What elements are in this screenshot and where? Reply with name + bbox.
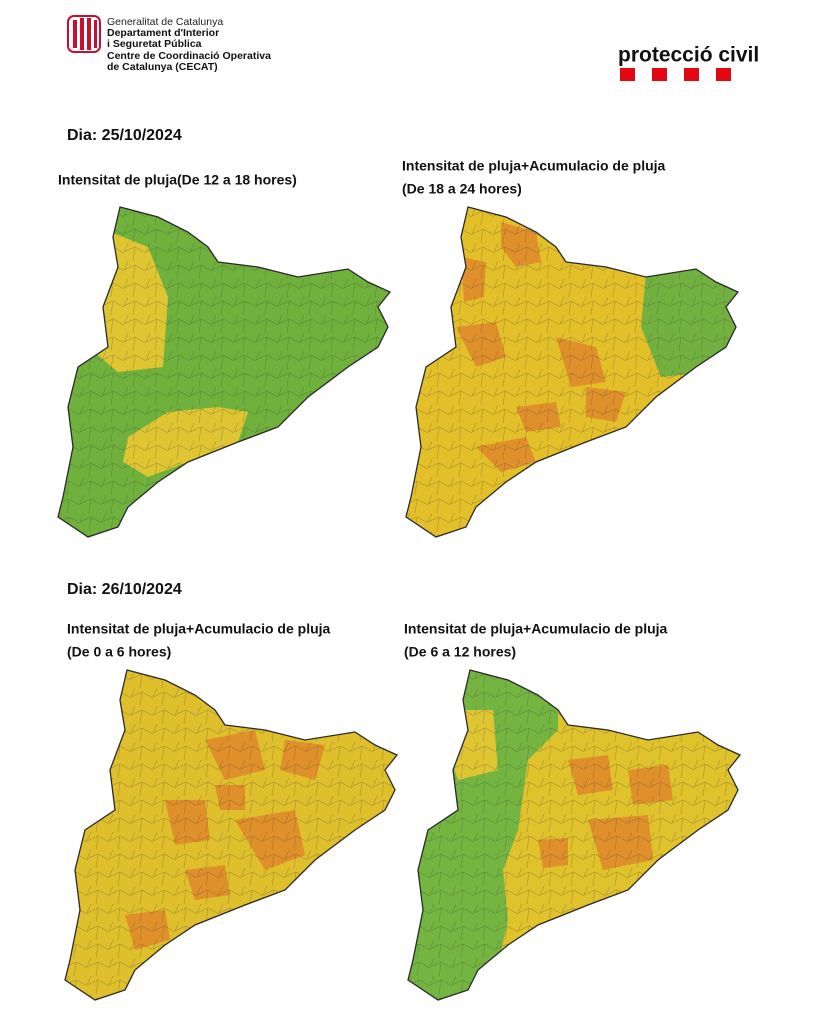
map-title: Intensitat de pluja(De 12 a 18 hores) (58, 172, 297, 188)
org-line: de Catalunya (CECAT) (107, 61, 218, 73)
org-line: Generalitat de Catalunya (107, 16, 223, 28)
brand: protecció civil (618, 44, 759, 67)
brand-squares (620, 68, 731, 81)
org-line: Departament d'Interior (107, 27, 219, 39)
map-title: (De 0 a 6 hores) (67, 644, 171, 660)
map-title: (De 18 a 24 hores) (402, 181, 522, 197)
day-label: Dia: 25/10/2024 (67, 127, 182, 144)
gencat-logo (67, 15, 101, 53)
org-line: Centre de Coordinació Operativa (107, 50, 271, 62)
day-label: Dia: 26/10/2024 (67, 581, 182, 598)
map-title: (De 6 a 12 hores) (404, 644, 516, 660)
map-title: Intensitat de pluja+Acumulacio de pluja (67, 621, 331, 637)
org-line: i Seguretat Pública (107, 38, 202, 50)
map-title: Intensitat de pluja+Acumulacio de pluja (402, 158, 666, 174)
map-title: Intensitat de pluja+Acumulacio de pluja (404, 621, 668, 637)
